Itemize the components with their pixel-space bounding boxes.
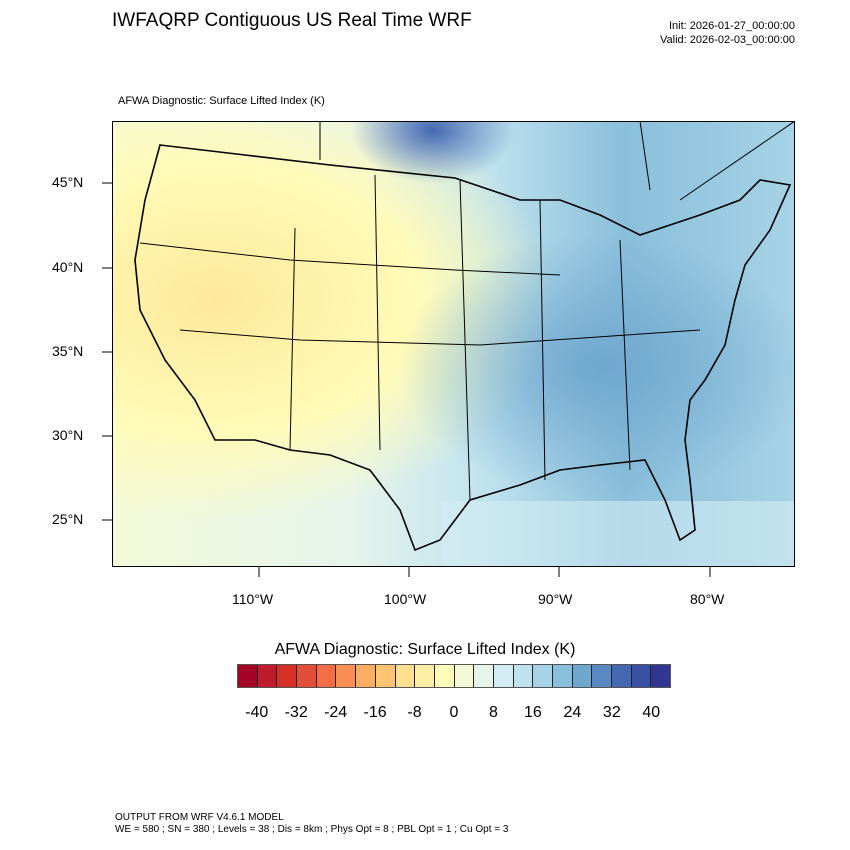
gulf-ocean	[442, 501, 795, 567]
colorbar-swatch	[375, 665, 396, 687]
colorbar-swatch	[513, 665, 534, 687]
colorbar-swatch	[434, 665, 455, 687]
colorbar-label: 24	[563, 704, 582, 721]
state-borders	[139, 174, 701, 501]
colorbar-swatch	[474, 665, 494, 687]
colorbar-label: 32	[602, 704, 621, 721]
colorbar-swatch	[651, 665, 671, 687]
canada-borders	[319, 121, 795, 201]
lat-label-35n: 35°N	[52, 343, 84, 359]
axis-ticks	[102, 182, 711, 577]
plot-title: IWFAQRP Contiguous US Real Time WRF	[112, 10, 472, 31]
colorbar-swatch	[415, 665, 435, 687]
colorbar-swatch	[277, 665, 298, 687]
lon-label-90w: 90°W	[538, 591, 573, 607]
colorbar-swatch	[238, 665, 258, 687]
colorbar-label: 40	[642, 704, 661, 721]
colorbar-swatch	[395, 665, 416, 687]
lat-label-45n: 45°N	[52, 174, 84, 190]
colorbar-swatch	[336, 665, 357, 687]
lon-label-100w: 100°W	[384, 591, 427, 607]
colorbar-swatch	[257, 665, 278, 687]
colorbar-swatch	[316, 665, 337, 687]
lat-label-40n: 40°N	[52, 259, 84, 275]
colorbar-swatch	[592, 665, 613, 687]
field-subtitle: AFWA Diagnostic: Surface Lifted Index (K…	[118, 95, 325, 107]
init-time: Init: 2026-01-27_00:00:00	[669, 20, 795, 32]
colorbar-label: -40	[245, 704, 269, 721]
lat-label-25n: 25°N	[52, 511, 84, 527]
lat-label-30n: 30°N	[52, 427, 84, 443]
lon-label-80w: 80°W	[690, 591, 725, 607]
conus-outline	[134, 144, 792, 552]
colorbar-label: 0	[449, 704, 459, 721]
colorbar-label: -24	[324, 704, 348, 721]
colorbar-swatch	[572, 665, 593, 687]
colorbar	[237, 664, 671, 688]
colorbar-label: 16	[524, 704, 542, 721]
model-info: OUTPUT FROM WRF V4.6.1 MODEL	[115, 812, 284, 823]
colorbar-swatch	[553, 665, 573, 687]
colorbar-label: -32	[284, 704, 308, 721]
colorbar-swatch	[493, 665, 514, 687]
lon-label-110w: 110°W	[232, 591, 274, 607]
colorbar-label: 8	[489, 704, 498, 721]
colorbar-swatch	[356, 665, 376, 687]
colorbar-label: -8	[407, 704, 422, 721]
colorbar-swatch	[297, 665, 317, 687]
map-panel	[112, 121, 795, 567]
model-config: WE = 580 ; SN = 380 ; Levels = 38 ; Dis …	[115, 824, 509, 835]
colorbar-label: -16	[363, 704, 387, 721]
valid-time: Valid: 2026-02-03_00:00:00	[660, 34, 795, 46]
map-frame	[112, 121, 795, 567]
colorbar-title: AFWA Diagnostic: Surface Lifted Index (K…	[274, 641, 576, 658]
colorbar-swatch	[631, 665, 652, 687]
colorbar-swatch	[533, 665, 553, 687]
colorbar-swatch	[454, 665, 475, 687]
colorbar-swatch	[612, 665, 632, 687]
